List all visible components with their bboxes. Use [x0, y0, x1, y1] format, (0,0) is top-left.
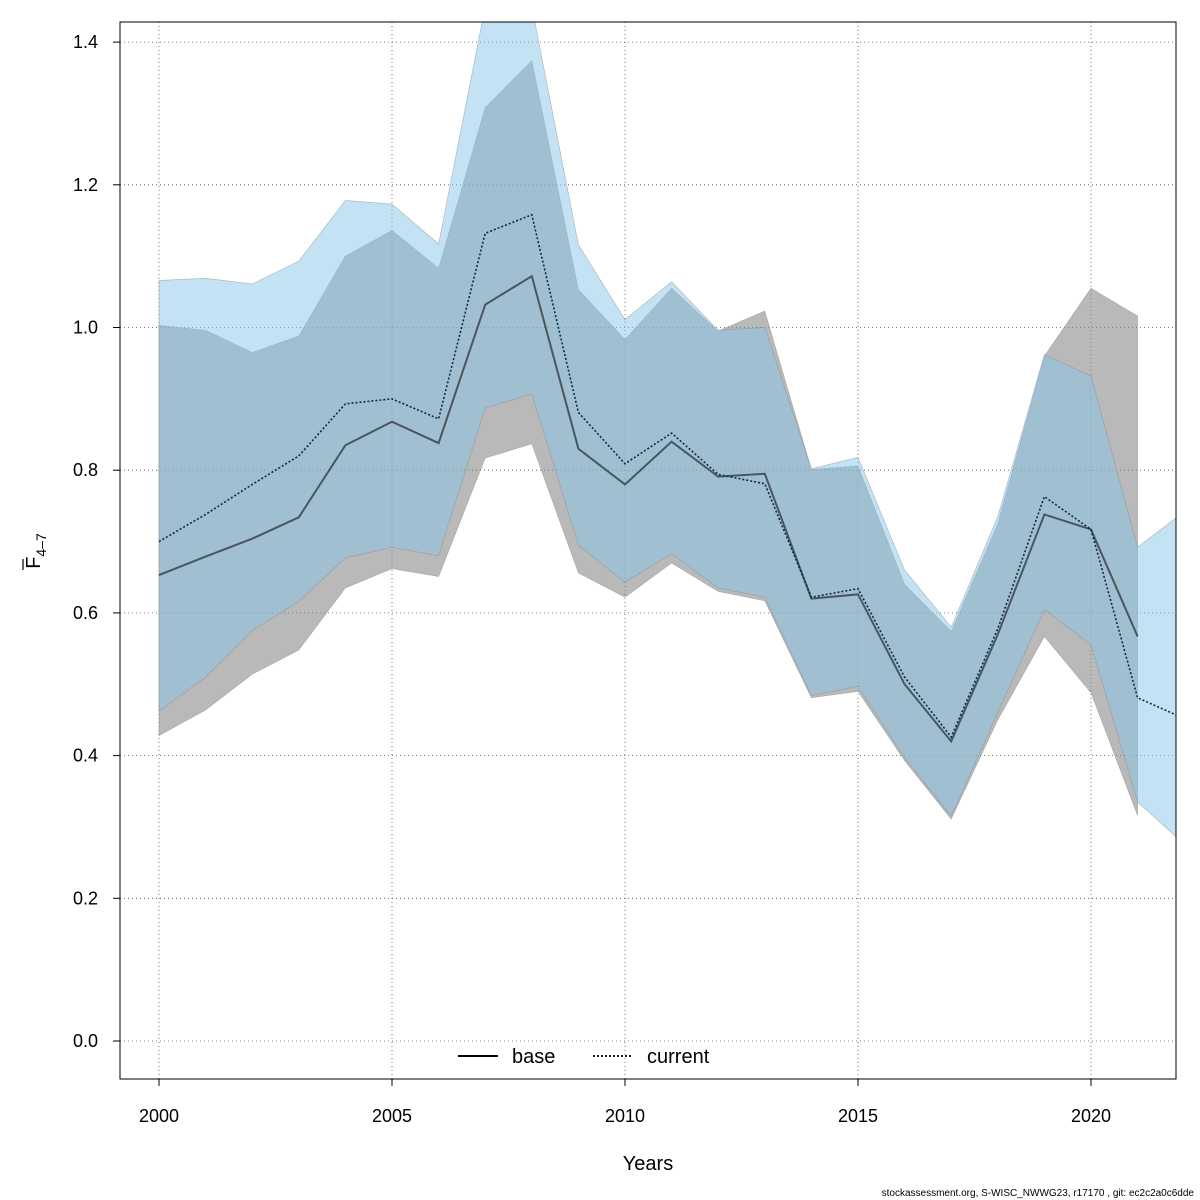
x-tick-label-2005: 2005 — [372, 1106, 412, 1126]
legend-label-base: base — [512, 1046, 555, 1068]
x-tick-label-2020: 2020 — [1071, 1106, 1111, 1126]
confidence-bands — [158, 22, 1176, 838]
legend: base current — [458, 1046, 710, 1068]
current-confidence-band — [158, 22, 1176, 838]
legend-label-current: current — [647, 1046, 710, 1068]
y-tick-label-0: 0.0 — [73, 1031, 98, 1051]
x-tick-label-2000: 2000 — [139, 1106, 179, 1126]
y-tick-label-1: 0.2 — [73, 888, 98, 908]
base-line — [158, 274, 1139, 744]
svg-text:F4–7: F4–7 — [23, 533, 49, 569]
y-axis-title: F4–7 — [22, 533, 49, 570]
y-axis: 0.0 0.2 0.4 0.6 0.8 1.0 1.2 1.4 — [73, 32, 120, 1051]
series-lines — [158, 213, 1176, 744]
y-tick-label-2: 0.4 — [73, 746, 98, 766]
x-tick-label-2010: 2010 — [605, 1106, 645, 1126]
y-tick-label-4: 0.8 — [73, 460, 98, 480]
x-tick-label-2015: 2015 — [838, 1106, 878, 1126]
y-axis-title-subscript: 4–7 — [33, 533, 49, 557]
x-axis-title: Years — [623, 1153, 673, 1175]
y-tick-label-5: 1.0 — [73, 318, 98, 338]
y-tick-label-6: 1.2 — [73, 175, 98, 195]
y-tick-label-7: 1.4 — [73, 32, 98, 52]
x-axis: 2000 2005 2010 2015 2020 — [139, 1078, 1111, 1126]
footer-note: stockassessment.org, S-WISC_NWWG23, r171… — [882, 1188, 1195, 1199]
y-axis-title-main: F — [23, 557, 45, 569]
y-tick-label-3: 0.6 — [73, 603, 98, 623]
